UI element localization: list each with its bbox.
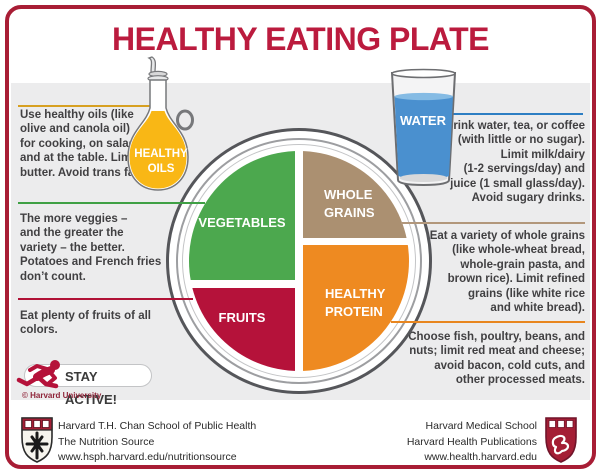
vegetables-label: VEGETABLES <box>198 215 286 230</box>
water-glass-icon <box>390 68 457 187</box>
vegetables-note: The more veggies – and the greater the v… <box>20 213 162 283</box>
hms-shield-icon <box>545 417 577 463</box>
stay-active-label: STAY ACTIVE! <box>65 369 117 407</box>
fruits-note: Eat plenty of fruits of all colors. <box>20 310 151 337</box>
whole-grains-section <box>303 151 409 238</box>
water-connector-line <box>447 113 583 115</box>
water-label: WATER <box>400 113 446 128</box>
vegetables-section <box>189 151 295 280</box>
protein-connector-line <box>391 321 585 323</box>
healthy-oils-label: HEALTHY OILS <box>134 148 188 175</box>
copyright-text: © Harvard University <box>22 391 102 400</box>
footer-right-text: Harvard Medical School Harvard Health Pu… <box>406 420 537 463</box>
protein-label: HEALTHY PROTEIN <box>325 286 386 319</box>
water-note: Drink water, tea, or coffee (with little… <box>445 120 585 205</box>
grains-connector-line <box>401 222 585 224</box>
fruits-connector-line <box>18 298 193 300</box>
runner-icon <box>16 360 60 389</box>
hsph-shield-icon <box>21 417 53 463</box>
oils-connector-line <box>18 105 152 107</box>
whole-grains-note: Eat a variety of whole grains (like whol… <box>429 230 585 315</box>
plate-food-circle: VEGETABLES WHOLE GRAINS FRUITS HEALTHY P… <box>189 151 409 371</box>
fruits-label: FRUITS <box>218 310 266 325</box>
whole-grains-label: WHOLE GRAINS <box>324 187 375 220</box>
oils-note: Use healthy oils (like olive and canola … <box>20 109 141 179</box>
plate-inner-ring <box>176 138 422 384</box>
protein-section <box>303 245 409 371</box>
page-title: HEALTHY EATING PLATE <box>112 21 489 57</box>
protein-note: Choose fish, poultry, beans, and nuts; l… <box>408 331 585 387</box>
fruits-section <box>189 288 295 371</box>
oil-bottle-icon <box>127 56 194 191</box>
vegetables-connector-line <box>18 202 205 204</box>
footer-left-text: Harvard T.H. Chan School of Public Healt… <box>58 420 257 463</box>
plate-inner-ring-2 <box>182 144 416 378</box>
